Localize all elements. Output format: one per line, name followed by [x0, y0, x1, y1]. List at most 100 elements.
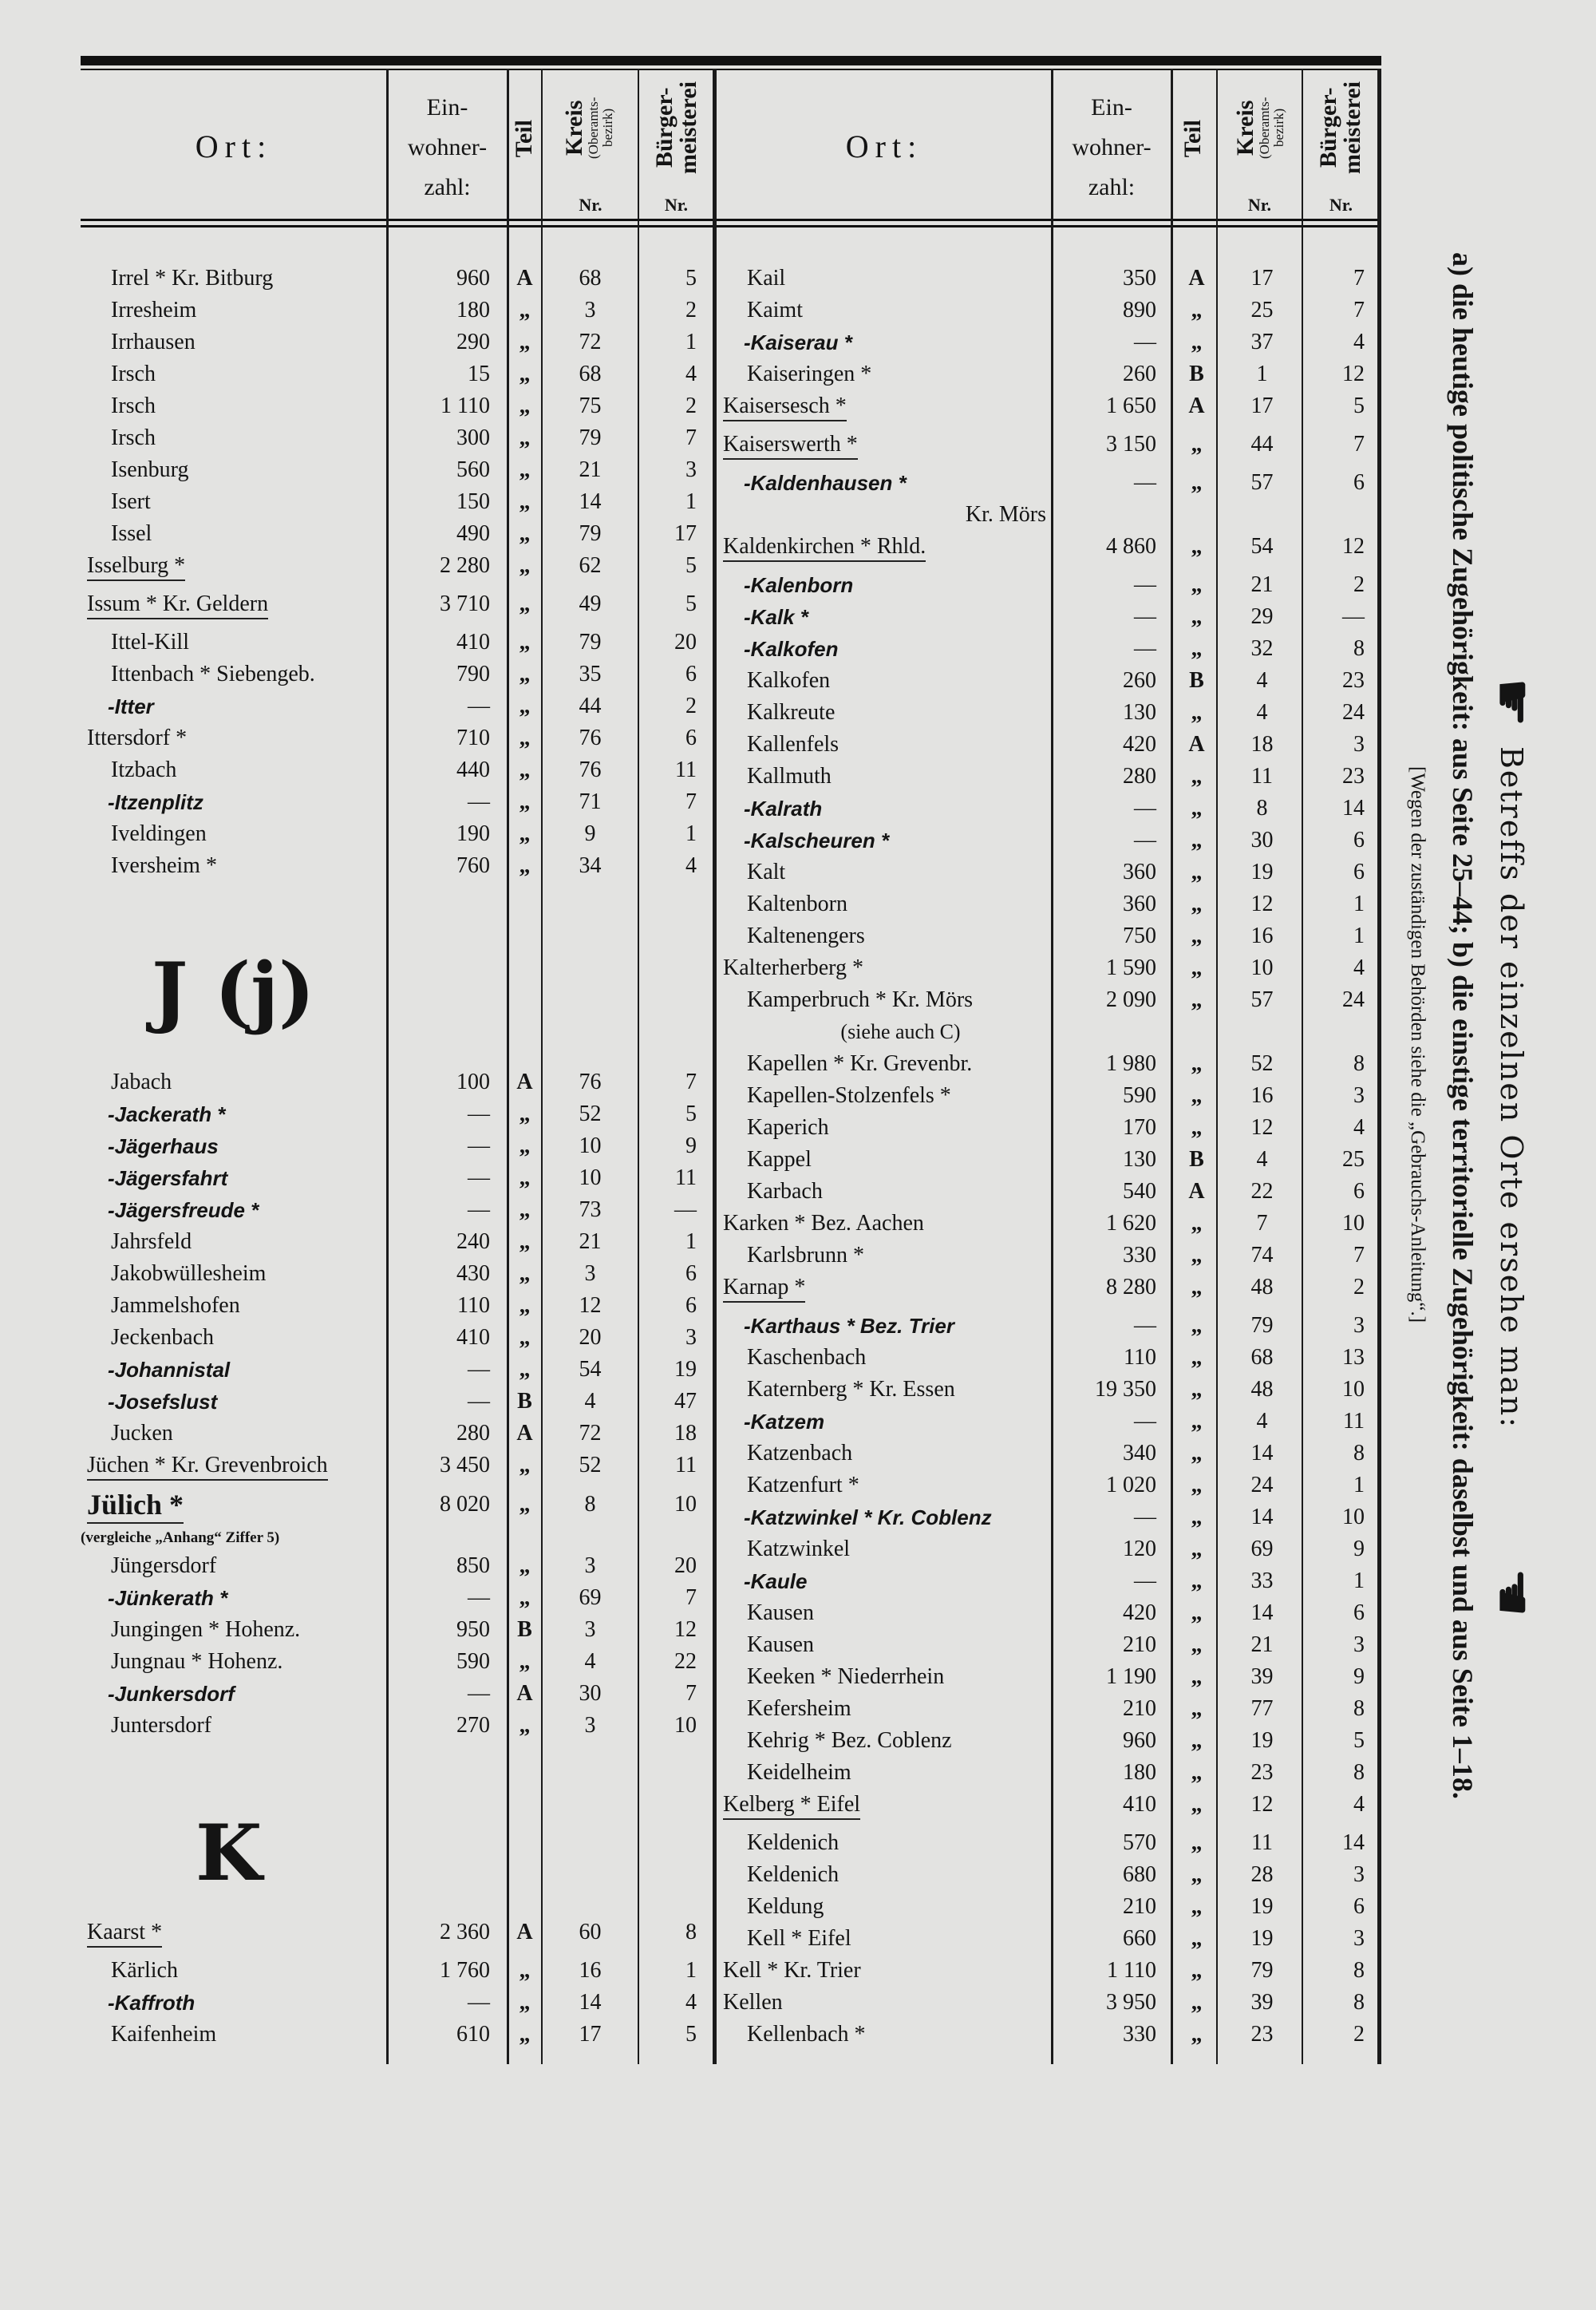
teil: „ [519, 521, 531, 546]
place-name-cell: Kellen [717, 1990, 1054, 2015]
kreis-nr-cell: 14 [1219, 1505, 1305, 1530]
buergermeisterei-nr-cell: 9 [1305, 1664, 1382, 1690]
header-kreis-sub: (Oberamts-bezirk) [586, 97, 615, 159]
kreis-nr: 44 [579, 694, 602, 718]
kreis-nr-cell: 79 [542, 521, 638, 547]
teil-cell: „ [1174, 2022, 1219, 2047]
teil-cell: „ [1174, 1632, 1219, 1658]
buergermeisterei-nr: 13 [1342, 1345, 1365, 1370]
buergermeisterei-nr-cell: 8 [1305, 1760, 1382, 1786]
buergermeisterei-nr-cell: 7 [1305, 1243, 1382, 1268]
place-name-cell: Jabach [81, 1070, 387, 1095]
kreis-nr: 57 [1250, 987, 1274, 1012]
left-table-block-j: Jabach 100 A 76 7 -Jackerath * — „ 52 5 -Jägerhaus… [81, 1066, 714, 1742]
teil: „ [1191, 764, 1203, 789]
buergermeisterei-nr: 1 [685, 821, 697, 846]
table-row: Irsch 300 „ 79 7 [81, 422, 714, 454]
kreis-nr-cell: 21 [542, 1229, 638, 1255]
kreis-nr: 77 [1250, 1696, 1274, 1721]
buergermeisterei-nr: 6 [1353, 470, 1365, 495]
place-name: (vergleiche „Anhang“ Ziffer 5) [81, 1529, 280, 1546]
place-name-cell: Jucken [81, 1421, 387, 1446]
kreis-nr-cell: 37 [1219, 330, 1305, 355]
pointing-hand-icon: ☛ [1480, 1567, 1543, 1618]
teil-cell: A [508, 1421, 542, 1446]
population-cell: — [1054, 1313, 1174, 1339]
place-name-cell: Kalkofen [717, 668, 1054, 694]
population-cell: 260 [1054, 668, 1174, 694]
kreis-nr: 4 [1256, 1409, 1268, 1434]
kreis-nr-cell: 79 [1219, 1958, 1305, 1984]
table-row: -Jägersfahrt — „ 10 11 [81, 1162, 714, 1194]
header-double-rule-1 [81, 219, 1381, 221]
population: 560 [456, 457, 490, 482]
buergermeisterei-nr-cell: 24 [1305, 700, 1382, 726]
buergermeisterei-nr-cell: 17 [638, 521, 714, 547]
teil: „ [519, 298, 531, 322]
buergermeisterei-nr: 8 [1353, 1441, 1365, 1466]
population-cell: — [387, 1681, 508, 1707]
buergermeisterei-nr: 1 [685, 1229, 697, 1254]
population-cell: 120 [1054, 1537, 1174, 1562]
kreis-nr-cell: 62 [542, 553, 638, 579]
place-name-cell: Kelberg * Eifel [717, 1792, 1054, 1820]
kreis-nr-cell: 4 [1219, 1409, 1305, 1434]
place-name: Kaiserswerth * [723, 432, 858, 460]
population: — [1134, 1313, 1156, 1338]
place-name-cell: Iveldingen [81, 821, 387, 847]
place-name: Ittel-Kill [111, 630, 189, 655]
kreis-nr-cell: 60 [542, 1920, 638, 1945]
header-kreis: Kreis (Oberamts-bezirk) [1232, 80, 1288, 176]
population-cell: 210 [1054, 1696, 1174, 1722]
buergermeisterei-nr: 47 [674, 1389, 697, 1414]
header-kreis: Kreis (Oberamts-bezirk) [561, 80, 617, 176]
table-row: -Kalk * — „ 29 — [717, 601, 1382, 633]
kreis-nr: 9 [584, 821, 596, 846]
place-name-cell: -Jägerhaus [81, 1134, 387, 1159]
header-einwohner: Ein- wohner- zahl: [387, 88, 508, 208]
kreis-nr: 3 [584, 1617, 596, 1642]
buergermeisterei-nr: 2 [1353, 572, 1365, 597]
population: 950 [456, 1617, 490, 1642]
population: 3 450 [440, 1453, 490, 1477]
column-divider [1051, 69, 1053, 2064]
population: 760 [456, 853, 490, 878]
teil: „ [1191, 1664, 1203, 1689]
buergermeisterei-nr-cell: 4 [1305, 955, 1382, 981]
buergermeisterei-nr: 14 [1342, 1830, 1365, 1855]
kreis-nr: 29 [1250, 604, 1274, 629]
teil-cell: „ [508, 1197, 542, 1223]
kreis-nr-cell: 57 [1219, 987, 1305, 1013]
population: 2 280 [440, 553, 490, 578]
place-name: -Katzem [744, 1409, 825, 1434]
table-row: Iveldingen 190 „ 9 1 [81, 818, 714, 850]
population: — [1134, 604, 1156, 629]
teil: B [1189, 1147, 1204, 1172]
place-name: Kehrig * Bez. Coblenz [747, 1728, 952, 1753]
population-cell: 710 [387, 726, 508, 751]
population: 330 [1123, 2022, 1156, 2047]
kreis-nr: 60 [579, 1920, 602, 1944]
margin-note-bracket: [Wegen der zuständigen Behörden siehe di… [1407, 766, 1428, 1323]
teil: A [516, 1421, 533, 1446]
kreis-nr: 19 [1250, 860, 1274, 884]
place-name-cell: Kaarst * [81, 1920, 387, 1948]
population: — [468, 1133, 490, 1158]
kreis-nr: 34 [579, 853, 602, 878]
population: 1 020 [1106, 1473, 1156, 1497]
teil: B [517, 1617, 532, 1642]
place-name-cell: Kell * Kr. Trier [717, 1958, 1054, 1984]
buergermeisterei-nr-cell: 1 [1305, 1473, 1382, 1498]
place-name-cell: Kalterherberg * [717, 955, 1054, 981]
place-name-cell: Irsch [81, 394, 387, 419]
kreis-nr-cell: 17 [1219, 394, 1305, 419]
kreis-nr-cell: 29 [1219, 604, 1305, 630]
place-name: Karnap * [723, 1275, 806, 1303]
buergermeisterei-nr: 5 [685, 553, 697, 578]
buergermeisterei-nr: 6 [1353, 1600, 1365, 1625]
population-cell: 19 350 [1054, 1377, 1174, 1402]
table-row: Jeckenbach 410 „ 20 3 [81, 1322, 714, 1354]
buergermeisterei-nr-cell: 23 [1305, 668, 1382, 694]
buergermeisterei-nr: 3 [685, 1325, 697, 1350]
population-cell: — [387, 694, 508, 719]
